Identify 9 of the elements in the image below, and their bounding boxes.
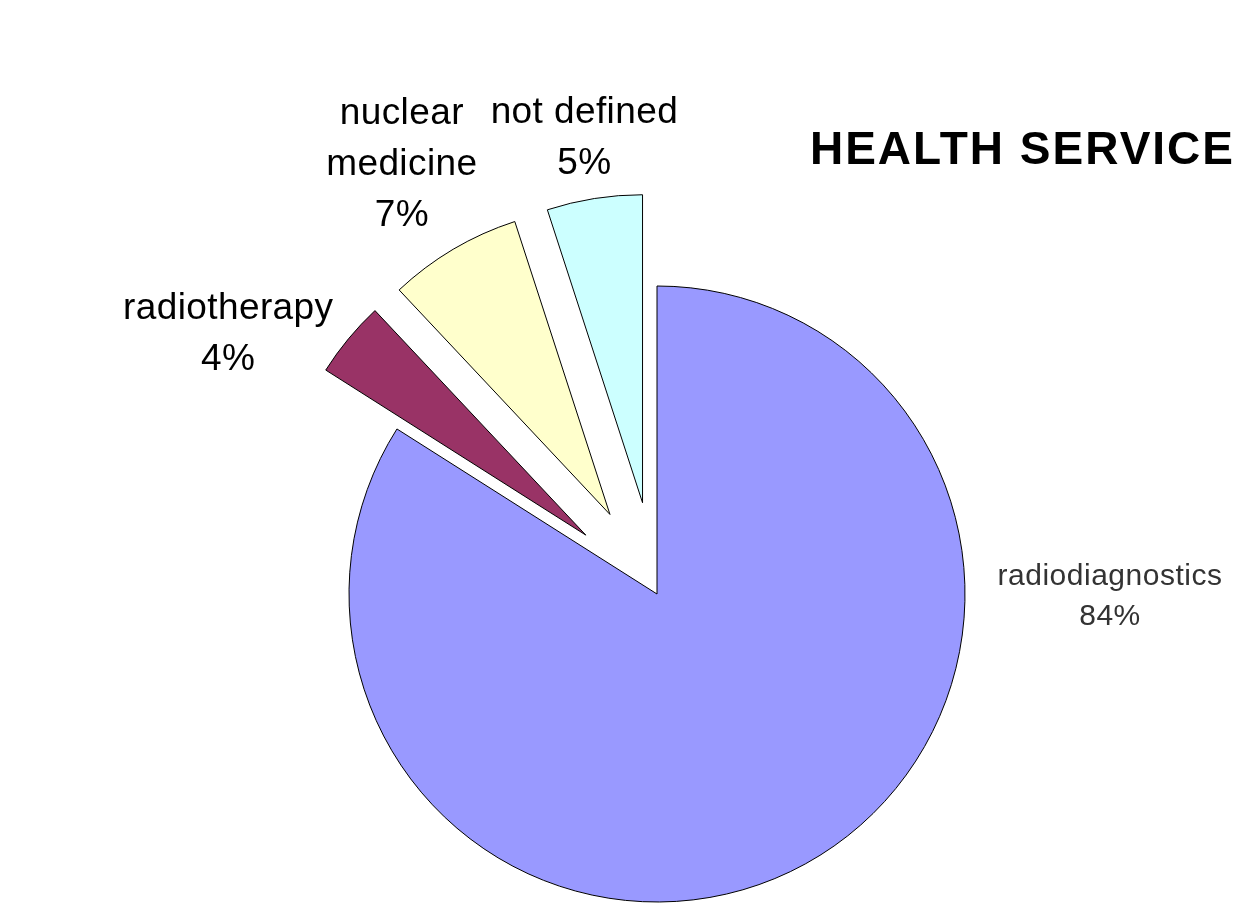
data-label: 7% xyxy=(374,193,429,235)
slice-label: radiotherapy xyxy=(122,285,334,327)
slice-label: not defined xyxy=(490,90,679,132)
slice-label: radiodiagnostics xyxy=(997,557,1223,591)
text: HEALTH SERVICE xyxy=(809,122,1235,174)
data-label: 4% xyxy=(201,336,256,378)
slice-label: nuclear medicine xyxy=(326,91,478,184)
data-label: 84% xyxy=(1079,597,1141,631)
data-label: 5% xyxy=(557,141,612,183)
